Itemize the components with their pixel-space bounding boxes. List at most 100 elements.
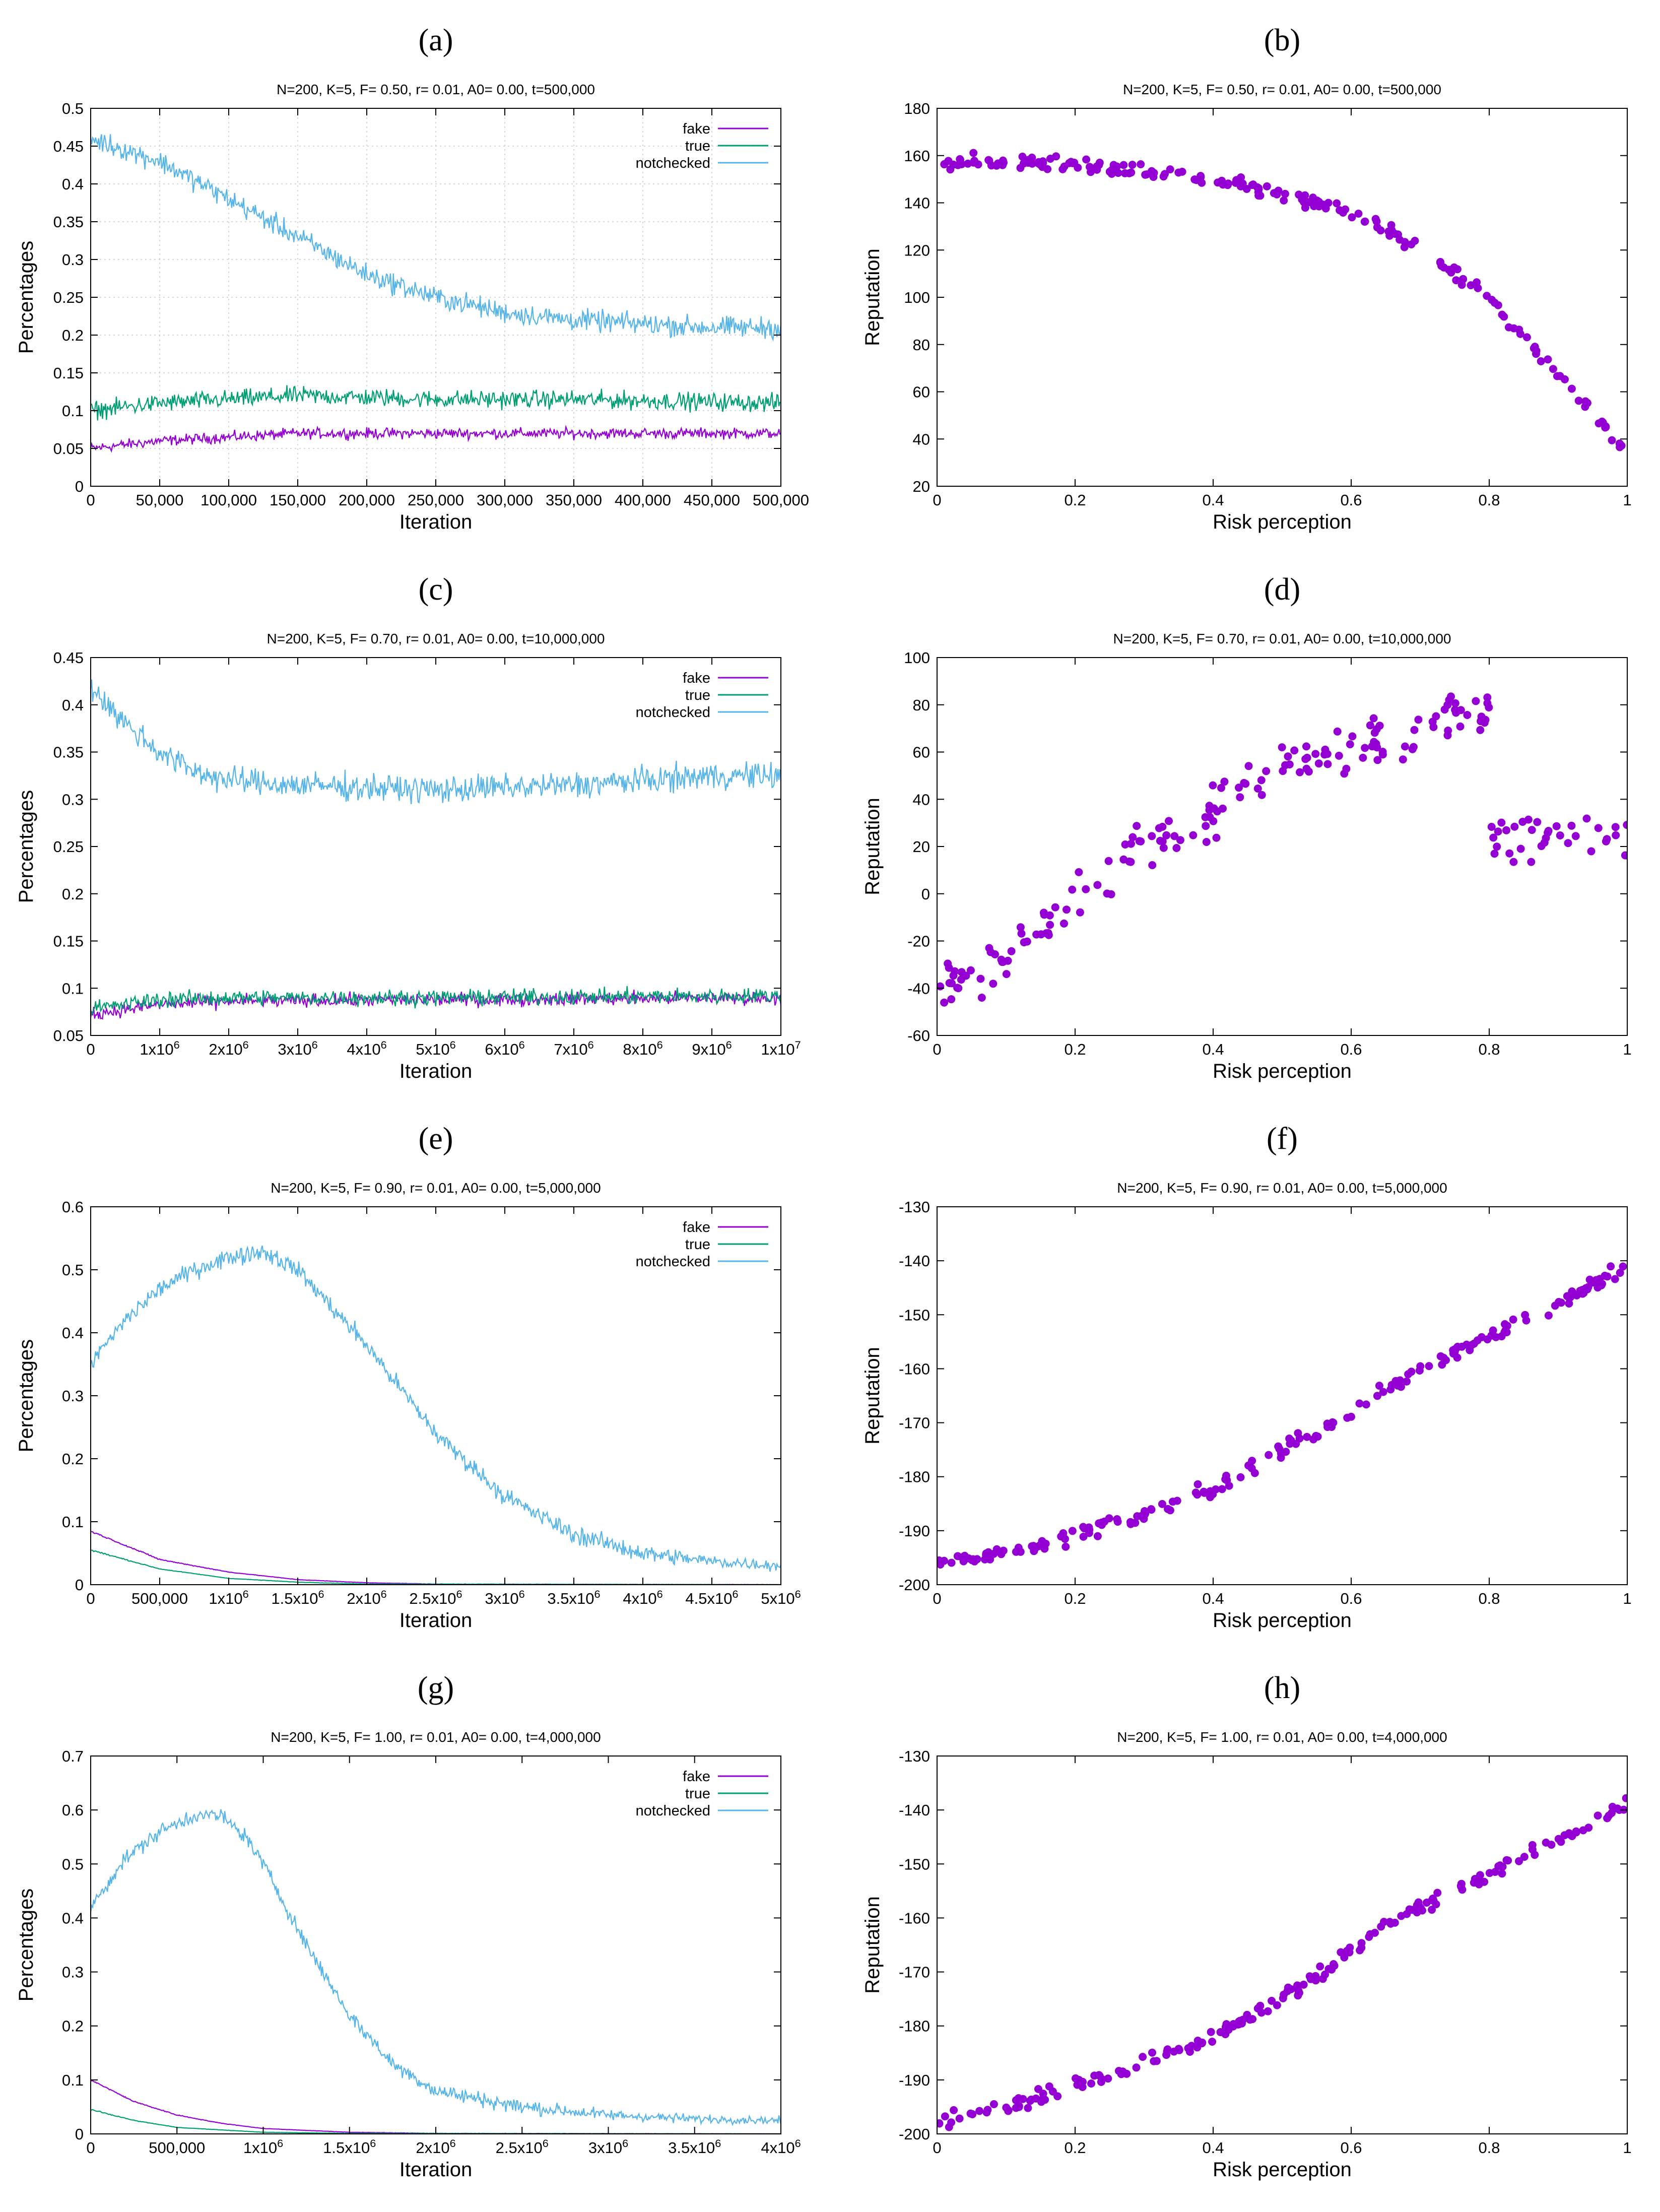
scatter-point xyxy=(1060,919,1068,928)
plot-frame xyxy=(937,1206,1628,1585)
scatter-point xyxy=(1218,1485,1226,1493)
scatter-point xyxy=(1250,1469,1259,1477)
y-tick-label: 20 xyxy=(913,838,930,856)
scatter-point xyxy=(1425,1362,1433,1371)
scatter-point xyxy=(1607,1262,1615,1271)
y-axis-label: Percentages xyxy=(15,1339,37,1453)
x-axis-label: Risk perception xyxy=(1213,1609,1352,1632)
scatter-point xyxy=(1476,726,1485,734)
legend-label: fake xyxy=(683,670,710,686)
y-tick-label: -140 xyxy=(899,1801,930,1819)
scatter-point xyxy=(1069,159,1077,167)
scatter-point xyxy=(1387,226,1396,234)
scatter-point xyxy=(1476,1871,1484,1879)
scatter-point xyxy=(1137,160,1145,168)
x-tick-label: 0.8 xyxy=(1478,1040,1500,1058)
scatter-point xyxy=(1221,2023,1230,2031)
chart-panel-d: (d) N=200, K=5, F= 0.70, r= 0.01, A0= 0.0… xyxy=(861,572,1632,1082)
x-tick-label: 1x106 xyxy=(243,2137,283,2157)
plot-area xyxy=(940,149,1626,451)
y-tick-label: 0.3 xyxy=(62,1387,84,1405)
y-tick-label: 80 xyxy=(913,336,930,354)
scatter-point xyxy=(1361,217,1369,226)
scatter-point xyxy=(950,2106,958,2114)
y-tick-label: -20 xyxy=(907,933,930,950)
scatter-point xyxy=(1348,213,1356,222)
legend-label: fake xyxy=(683,121,710,137)
scatter-point xyxy=(1433,1889,1442,1897)
scatter-point xyxy=(1348,732,1357,741)
scatter-point xyxy=(1544,828,1552,837)
scatter-point xyxy=(1158,1500,1166,1508)
scatter-point xyxy=(1359,753,1367,762)
scatter-point xyxy=(1361,744,1369,752)
series-line-notchecked xyxy=(91,679,781,804)
scatter-point xyxy=(1502,1856,1511,1864)
scatter-point xyxy=(1483,292,1491,300)
scatter-point xyxy=(1494,301,1502,309)
scatter-point xyxy=(1458,1885,1467,1894)
scatter-point xyxy=(1356,1946,1364,1955)
scatter-point xyxy=(1176,836,1184,844)
scatter-point xyxy=(1428,1906,1436,1914)
x-tick-label: 2x106 xyxy=(209,1038,248,1059)
y-tick-label: -130 xyxy=(899,1198,930,1216)
scatter-point xyxy=(1584,1824,1593,1832)
x-tick-label: 1x107 xyxy=(761,1038,801,1059)
scatter-point xyxy=(1202,838,1211,846)
scatter-point xyxy=(940,998,949,1007)
scatter-point xyxy=(1457,1879,1466,1888)
scatter-point xyxy=(1155,824,1163,832)
chart-panel-c: (c) N=200, K=5, F= 0.70, r= 0.01, A0= 0.0… xyxy=(15,572,801,1082)
scatter-point xyxy=(1139,2053,1147,2061)
scatter-point xyxy=(1302,742,1310,751)
scatter-point xyxy=(1309,193,1317,202)
scatter-point xyxy=(1036,1541,1045,1549)
scatter-point xyxy=(1107,890,1115,898)
y-tick-label: 20 xyxy=(913,478,930,495)
series-line-notchecked xyxy=(91,1245,781,1572)
scatter-point xyxy=(1097,2077,1105,2086)
y-tick-label: 0.25 xyxy=(53,838,84,856)
scatter-point xyxy=(1309,1435,1317,1444)
scatter-point xyxy=(1087,2079,1095,2088)
scatter-point xyxy=(1494,827,1502,836)
scatter-point xyxy=(1257,776,1266,785)
x-tick-label: 50,000 xyxy=(136,491,184,509)
scatter-point xyxy=(1459,275,1468,283)
x-tick-label: 0.6 xyxy=(1340,2139,1362,2157)
x-tick-label: 4x106 xyxy=(347,1038,386,1059)
x-tick-label: 0 xyxy=(933,491,941,509)
scatter-point xyxy=(1576,1287,1585,1295)
scatter-point xyxy=(1220,777,1229,786)
scatter-point xyxy=(1213,807,1222,816)
scatter-point xyxy=(1528,1841,1537,1849)
scatter-point xyxy=(1451,705,1459,714)
scatter-point xyxy=(1236,793,1244,802)
scatter-point xyxy=(1254,185,1263,193)
scatter-point xyxy=(1584,1283,1592,1291)
scatter-point xyxy=(1282,1448,1290,1456)
scatter-point xyxy=(947,995,956,1004)
scatter-point xyxy=(1294,1429,1302,1438)
y-tick-label: 0.2 xyxy=(62,2018,84,2035)
scatter-point xyxy=(1201,813,1210,821)
x-tick-label: 6x106 xyxy=(485,1038,524,1059)
x-axis-label: Risk perception xyxy=(1213,2159,1352,2181)
scatter-point xyxy=(1333,727,1342,736)
y-tick-label: -150 xyxy=(899,1855,930,1873)
scatter-point xyxy=(1301,191,1309,200)
legend-label: true xyxy=(685,1237,710,1253)
scatter-point xyxy=(968,2110,976,2118)
plot-area xyxy=(937,1262,1627,1569)
scatter-point xyxy=(1126,1520,1135,1528)
y-axis-label: Reputation xyxy=(861,798,884,895)
scatter-point xyxy=(989,980,998,988)
scatter-point xyxy=(1046,155,1054,163)
y-tick-label: 0.5 xyxy=(62,1855,84,1873)
scatter-point xyxy=(1301,204,1309,212)
scatter-point xyxy=(1172,844,1181,852)
y-tick-label: 40 xyxy=(913,791,930,808)
plot-area xyxy=(91,1245,781,1585)
y-tick-label: 0.3 xyxy=(62,251,84,269)
